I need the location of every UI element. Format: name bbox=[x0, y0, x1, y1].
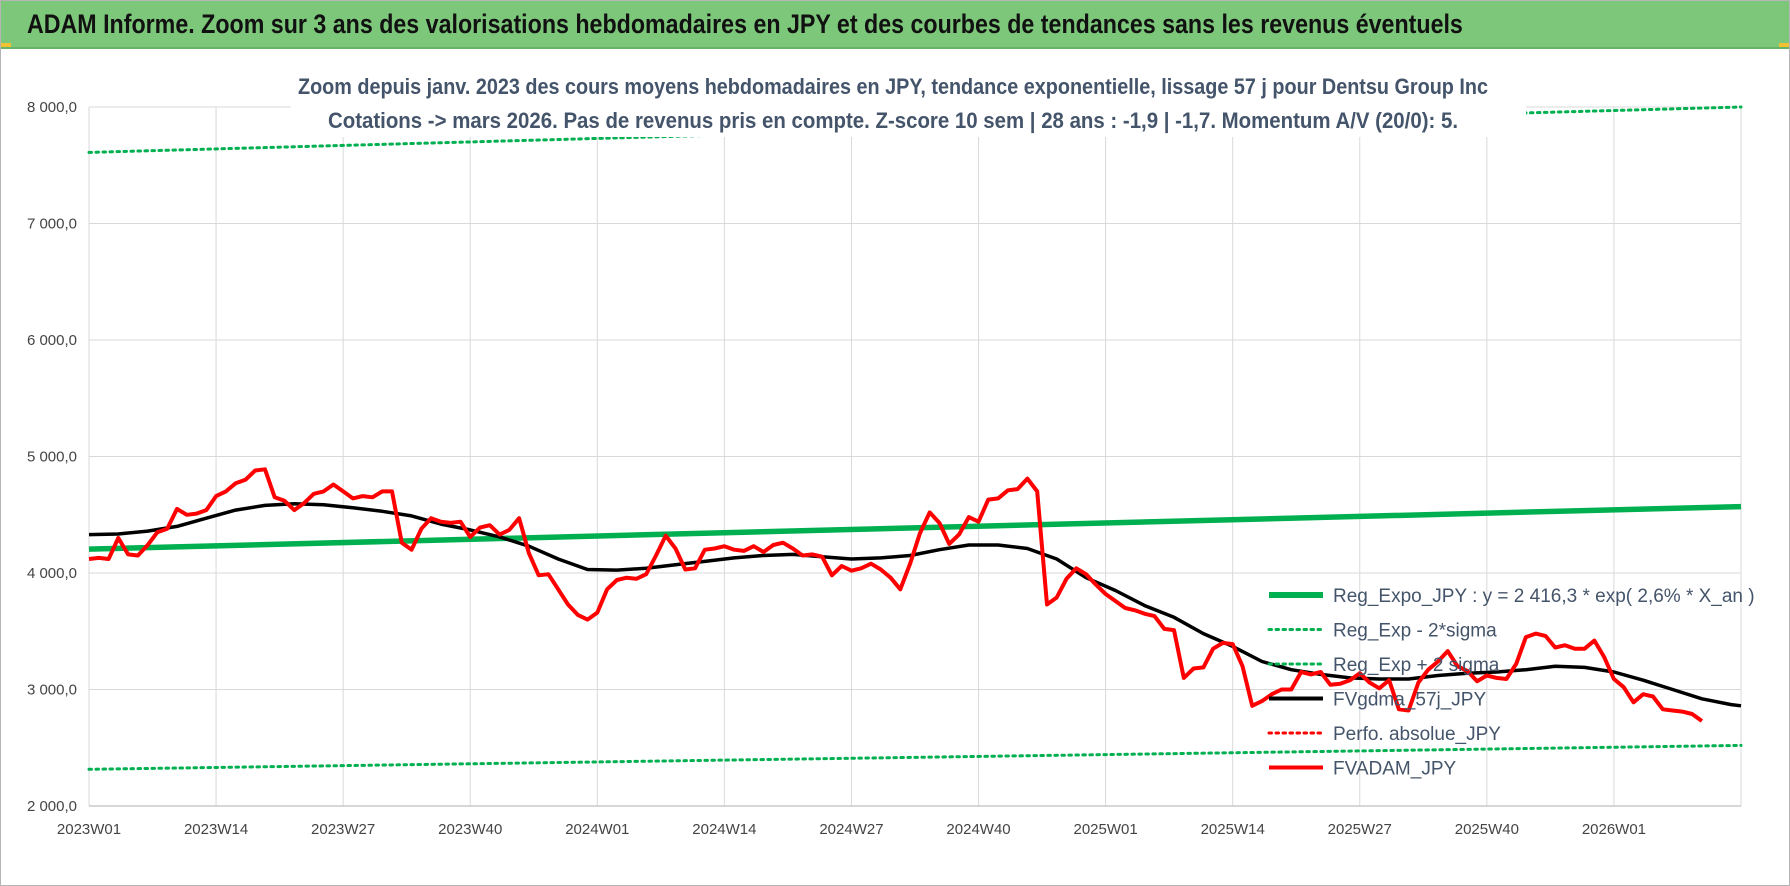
x-tick-label: 2024W01 bbox=[565, 821, 629, 838]
x-tick-label: 2023W27 bbox=[311, 821, 375, 838]
y-tick-label: 2 000,0 bbox=[27, 798, 77, 815]
y-tick-label: 6 000,0 bbox=[27, 332, 77, 349]
y-tick-label: 8 000,0 bbox=[27, 99, 77, 116]
corner-marker-right bbox=[1779, 43, 1789, 47]
y-tick-label: 7 000,0 bbox=[27, 216, 77, 233]
x-tick-label: 2023W40 bbox=[438, 821, 502, 838]
x-tick-label: 2025W27 bbox=[1328, 821, 1392, 838]
x-tick-label: 2023W01 bbox=[57, 821, 121, 838]
report-title: ADAM Informe. Zoom sur 3 ans des valoris… bbox=[27, 9, 1463, 39]
series-line-fvadam-jpy bbox=[88, 467, 1704, 723]
legend-label: FVADAM_JPY bbox=[1333, 759, 1457, 780]
chart-legend: Reg_Expo_JPY : y = 2 416,3 * exp( 2,6% *… bbox=[1267, 586, 1755, 780]
x-tick-label: 2023W14 bbox=[184, 821, 248, 838]
y-tick-label: 4 000,0 bbox=[27, 565, 77, 582]
x-tick-label: 2025W14 bbox=[1201, 821, 1265, 838]
chart-subtitle-line2: Cotations -> mars 2026. Pas de revenus p… bbox=[328, 108, 1458, 133]
chart-subtitle-line1: Zoom depuis janv. 2023 des cours moyens … bbox=[298, 74, 1488, 99]
series-line-reg-expo-jpy bbox=[88, 503, 1742, 552]
corner-marker-left bbox=[1, 43, 11, 47]
legend-label: Reg_Exp - 2*sigma bbox=[1333, 621, 1497, 642]
y-tick-label: 3 000,0 bbox=[27, 682, 77, 699]
x-tick-label: 2024W40 bbox=[946, 821, 1010, 838]
legend-label: Perfo. absolue_JPY bbox=[1333, 724, 1501, 745]
chart-axes: 2 000,0 3 000,0 4 000,0 5 000,0 6 000,0 7 000… bbox=[27, 99, 1741, 838]
subtitle-backdrop bbox=[291, 67, 1526, 137]
x-tick-label: 2024W27 bbox=[819, 821, 883, 838]
legend-label: Reg_Expo_JPY : y = 2 416,3 * exp( 2,6% *… bbox=[1333, 586, 1755, 607]
chart-grid bbox=[88, 106, 1742, 807]
legend-label: FVgdma_57j_JPY bbox=[1333, 690, 1486, 711]
series-line-fvgdma-57j-jpy bbox=[88, 501, 1742, 708]
x-tick-label: 2025W40 bbox=[1455, 821, 1519, 838]
title-bar: ADAM Informe. Zoom sur 3 ans des valoris… bbox=[1, 1, 1789, 49]
y-tick-label: 5 000,0 bbox=[27, 449, 77, 466]
x-tick-label: 2026W01 bbox=[1582, 821, 1646, 838]
x-tick-label: 2024W14 bbox=[692, 821, 756, 838]
legend-label: Reg_Exp + 2 sigma bbox=[1333, 655, 1500, 676]
x-tick-label: 2025W01 bbox=[1074, 821, 1138, 838]
series-line-reg-exp bbox=[87, 743, 1743, 771]
